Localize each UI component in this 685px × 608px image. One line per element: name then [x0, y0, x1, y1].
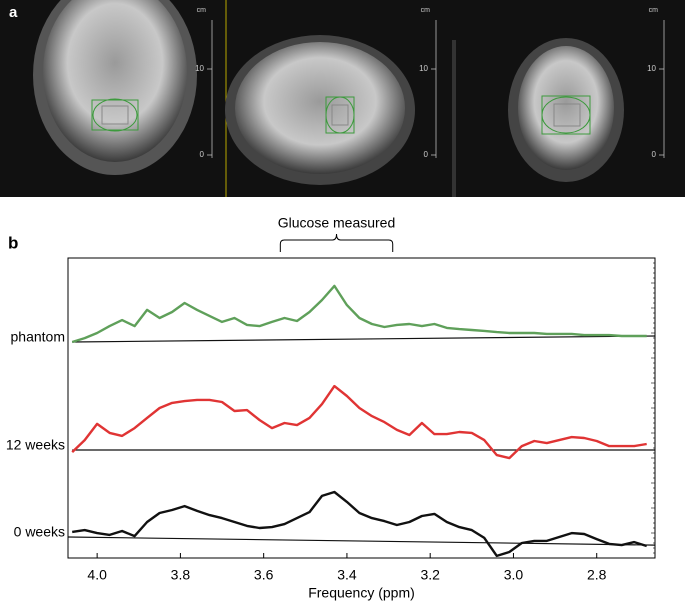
panel-label: a	[9, 4, 18, 21]
mri-2	[225, 35, 415, 185]
scale-tick-label: 10	[195, 64, 204, 73]
scale-tick-label: 0	[200, 150, 205, 159]
annotation-bracket	[279, 233, 394, 252]
spectrum-line	[72, 490, 648, 558]
scale-unit: cm	[197, 7, 207, 14]
series-label: 0 weeks	[14, 524, 65, 540]
scale-tick-label: 0	[424, 150, 429, 159]
x-tick-label: 3.8	[171, 567, 191, 583]
x-axis-label: Frequency (ppm)	[308, 585, 415, 601]
series-label: 12 weeks	[6, 437, 65, 453]
scale-unit: cm	[649, 7, 659, 14]
x-tick-label: 3.0	[504, 567, 524, 583]
scale-tick-label: 10	[419, 64, 428, 73]
divider	[452, 40, 456, 197]
spectrum-line	[71, 384, 647, 460]
spectrum-line	[71, 284, 647, 344]
x-tick-label: 2.8	[587, 567, 607, 583]
baseline	[72, 335, 655, 343]
x-tick-label: 3.2	[420, 567, 440, 583]
panel-label: b	[8, 233, 18, 252]
scale-tick-label: 10	[647, 64, 656, 73]
mri-1	[33, 0, 197, 175]
scale-unit: cm	[421, 7, 431, 14]
spectrum-chart: b 4.0 3.8 3.6 3.4 3.2 3.0 2.8 Frequency (ppm) pha…	[6, 215, 656, 601]
x-tick-label: 4.0	[87, 567, 107, 583]
mri-3	[508, 38, 624, 182]
baseline	[68, 536, 655, 546]
x-tick-label: 3.6	[254, 567, 274, 583]
x-tick-label: 3.4	[337, 567, 357, 583]
annotation: Glucose measured	[278, 215, 396, 231]
scale-tick-label: 0	[652, 150, 657, 159]
mri-scales: cm 10 0 cm 10 0 cm 10 0	[195, 7, 665, 159]
series-label: phantom	[11, 329, 65, 345]
